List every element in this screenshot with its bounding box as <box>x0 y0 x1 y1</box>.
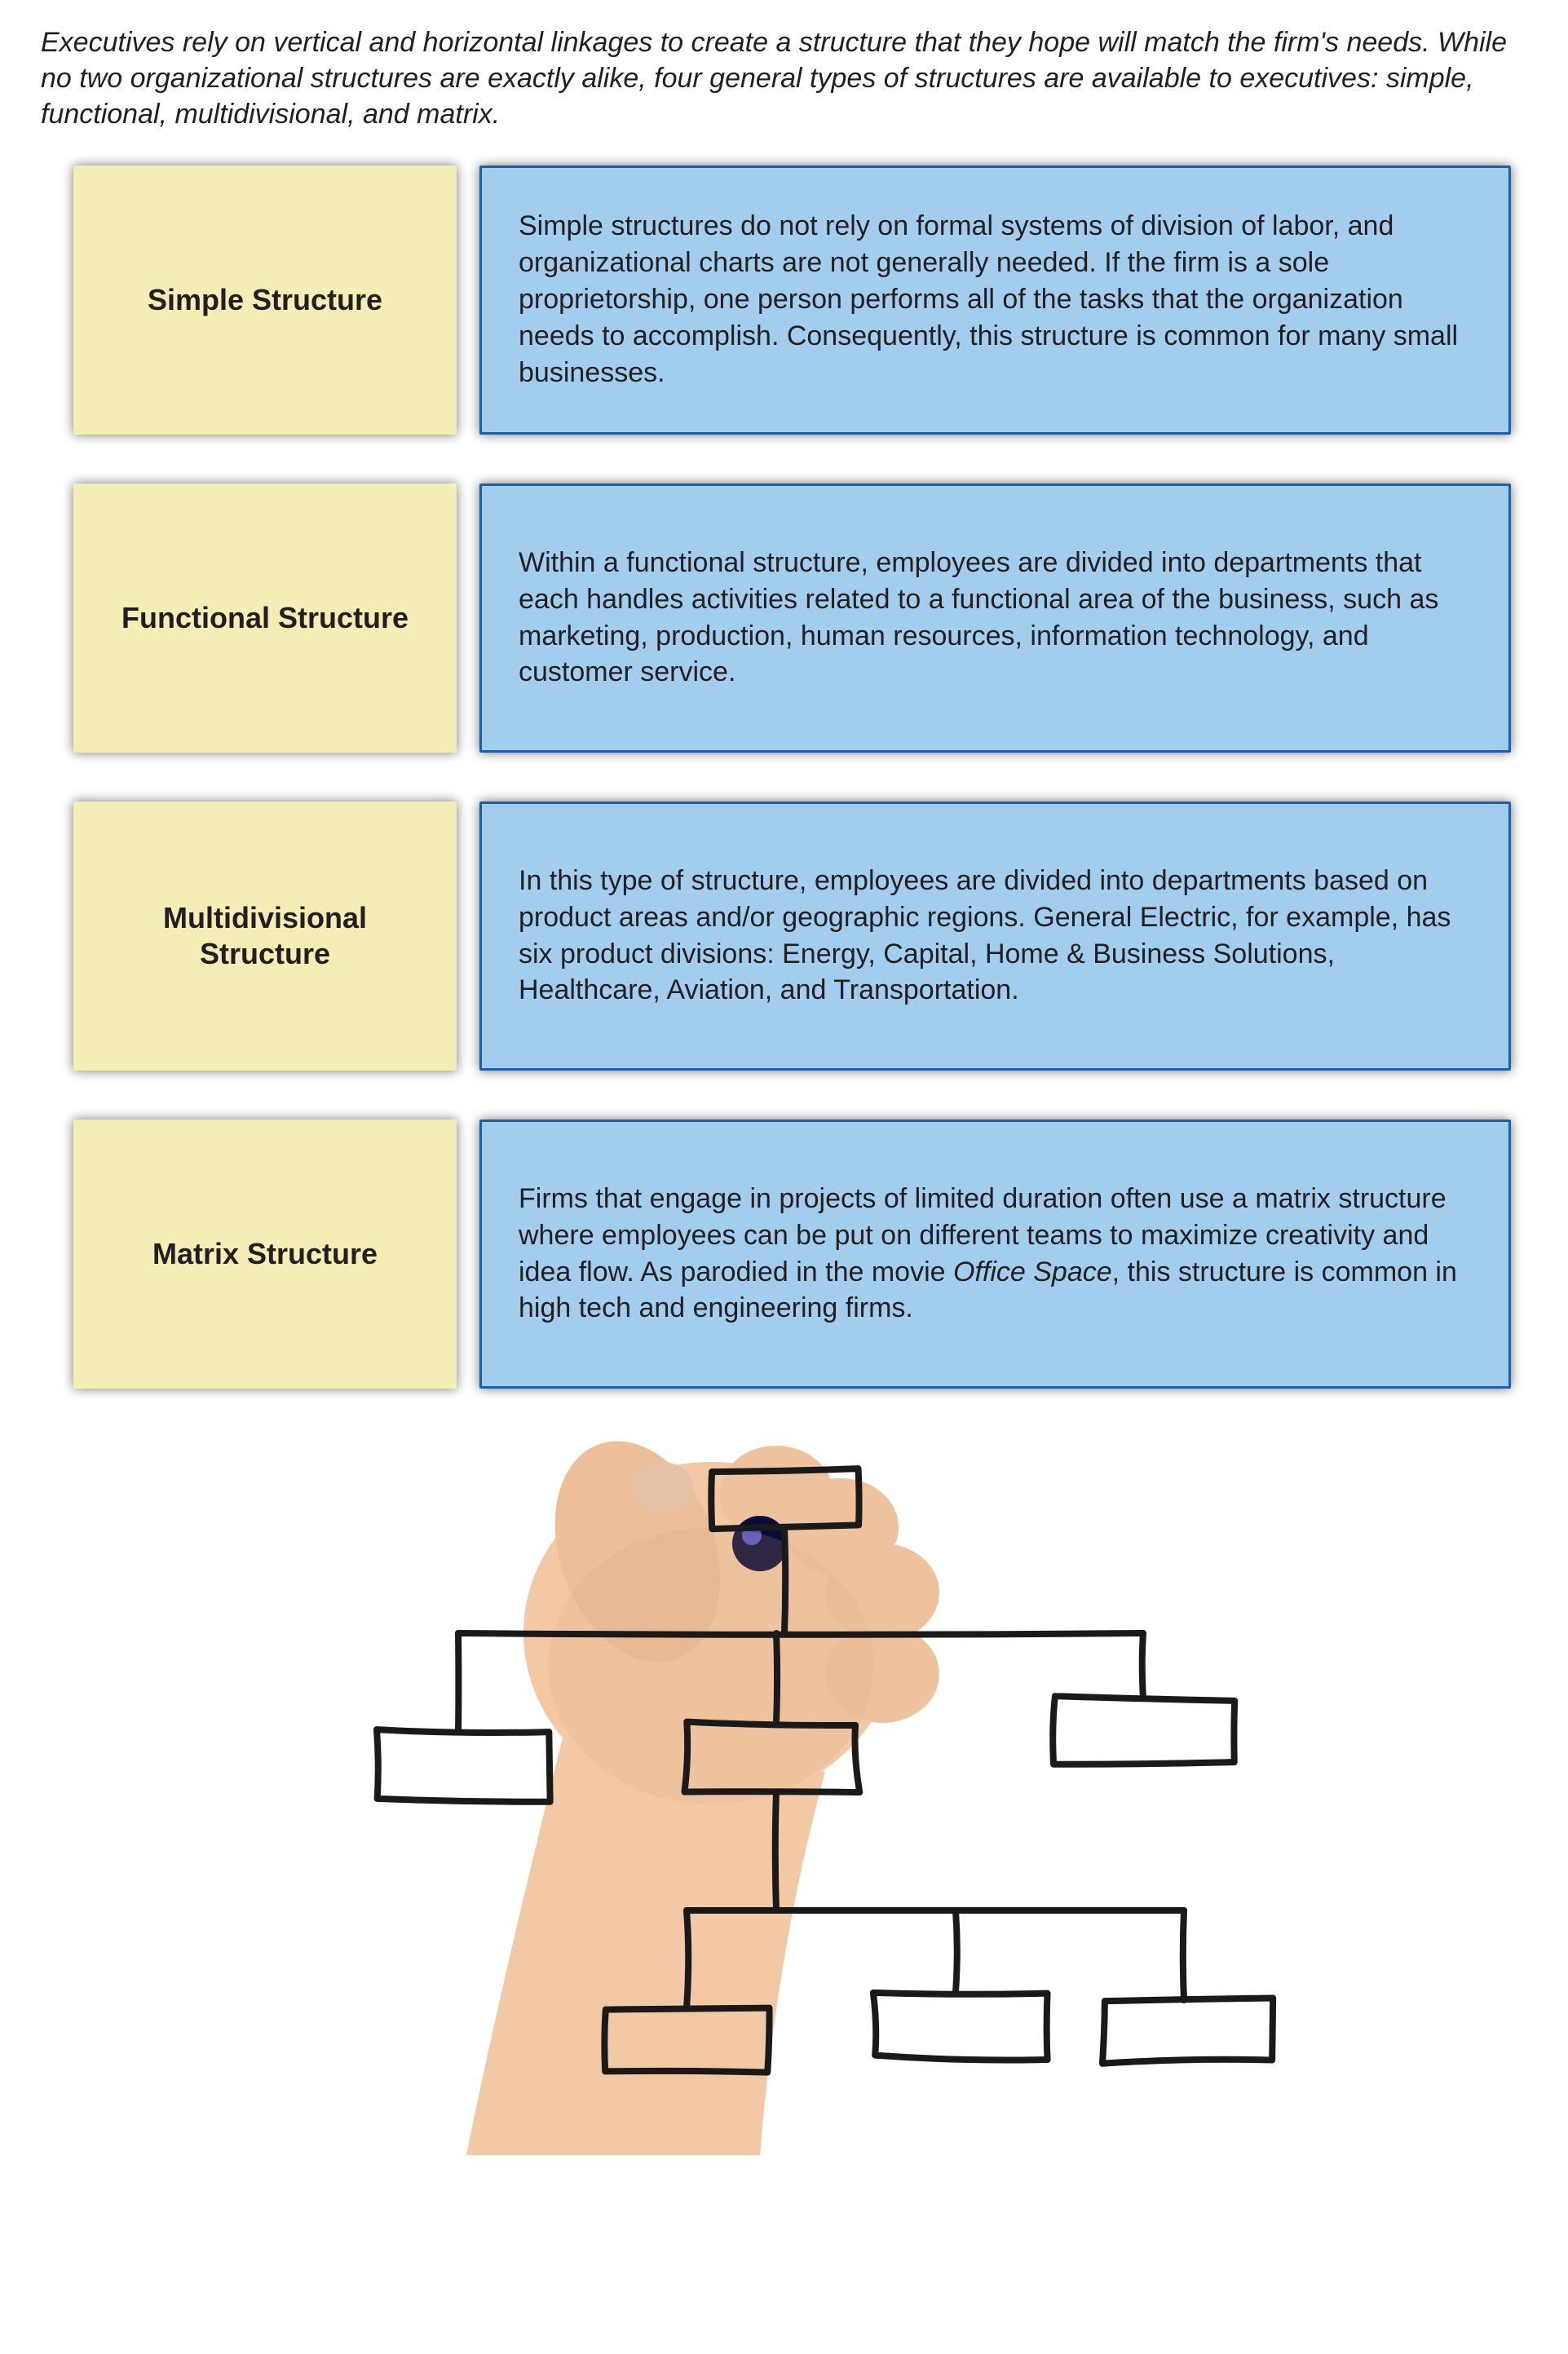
org-chart-sketch <box>254 1421 1314 2155</box>
structure-label: Matrix Structure <box>73 1120 457 1389</box>
diagram-area <box>33 1421 1535 2155</box>
structure-description: Within a functional structure, employees… <box>479 484 1511 753</box>
structure-row: Multidivisional StructureIn this type of… <box>33 802 1535 1071</box>
structure-label: Functional Structure <box>73 484 457 753</box>
structure-row: Simple StructureSimple structures do not… <box>33 166 1535 435</box>
structure-row: Matrix StructureFirms that engage in pro… <box>33 1120 1535 1389</box>
structure-description: In this type of structure, employees are… <box>479 802 1511 1071</box>
structure-row: Functional StructureWithin a functional … <box>33 484 1535 753</box>
intro-paragraph: Executives rely on vertical and horizont… <box>41 24 1527 133</box>
structure-description: Firms that engage in projects of limited… <box>479 1120 1511 1389</box>
structure-description: Simple structures do not rely on formal … <box>479 166 1511 435</box>
structure-label: Multidivisional Structure <box>73 802 457 1071</box>
structure-label: Simple Structure <box>73 166 457 435</box>
structure-rows: Simple StructureSimple structures do not… <box>33 166 1535 1389</box>
